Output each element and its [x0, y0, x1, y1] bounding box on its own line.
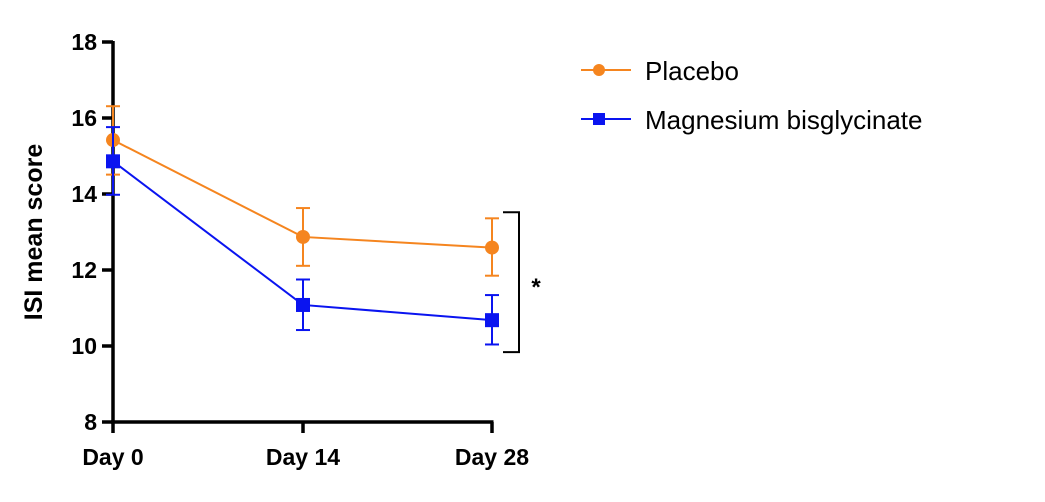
y-tick-label: 10 — [71, 333, 97, 359]
y-tick-label: 8 — [84, 409, 97, 435]
data-point — [296, 297, 310, 312]
y-tick-label: 16 — [71, 105, 97, 131]
legend-marker — [593, 113, 605, 125]
data-point — [106, 154, 120, 169]
data-point — [485, 313, 499, 328]
legend-marker — [593, 64, 605, 76]
y-tick-label: 18 — [71, 29, 97, 55]
legend-label: Magnesium bisglycinate — [645, 105, 922, 135]
legend-item: Placebo — [581, 56, 739, 86]
y-tick-label: 14 — [71, 181, 97, 207]
x-tick-label: Day 14 — [266, 444, 340, 470]
significance-bracket — [503, 211, 520, 354]
series-placebo — [106, 105, 499, 277]
x-tick-label: Day 28 — [455, 444, 529, 470]
y-axis-label: ISI mean score — [20, 144, 48, 321]
series-magnesium — [106, 126, 499, 346]
series-group: * — [106, 105, 541, 354]
significance-star: * — [531, 274, 541, 301]
data-point — [485, 240, 499, 255]
legend: Placebo Magnesium bisglycinate — [581, 56, 922, 135]
x-tick-label: Day 0 — [82, 444, 143, 470]
axes: 8 10 12 14 16 18 Day 0 Day 14 Day 28 — [71, 29, 529, 470]
y-tick-label: 12 — [71, 257, 97, 283]
legend-item: Magnesium bisglycinate — [581, 105, 922, 135]
data-point — [296, 229, 310, 244]
legend-label: Placebo — [645, 56, 739, 86]
